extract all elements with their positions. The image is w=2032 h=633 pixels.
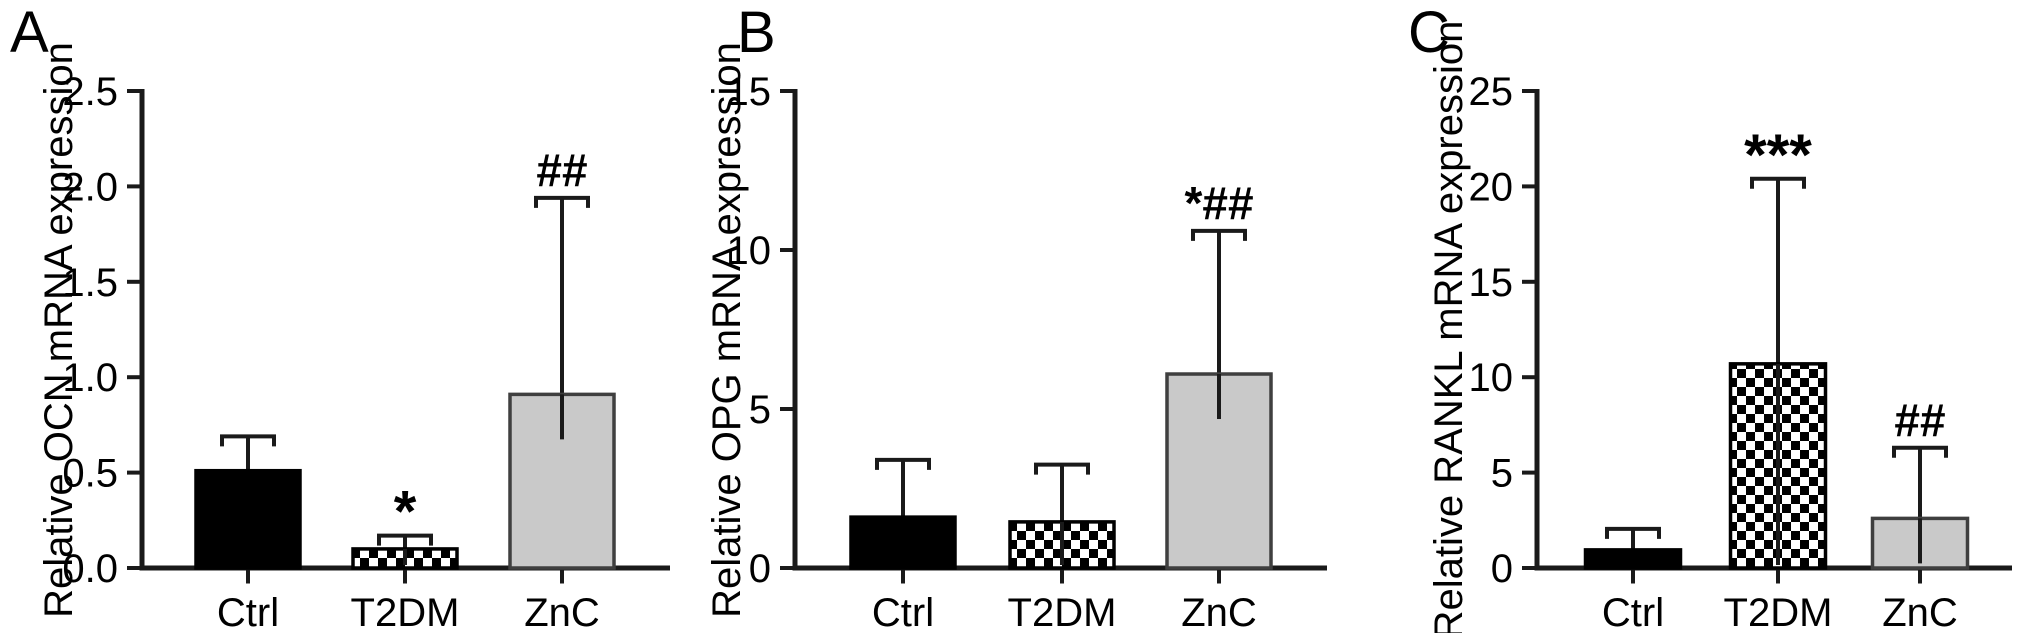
- y-tick-label-a: 0.5: [62, 452, 118, 496]
- category-label-a-t2dm: T2DM: [351, 591, 460, 633]
- y-axis-label-b: Relative OPG mRNA expression: [705, 42, 749, 618]
- error-bar-cap-a-ctrl: [220, 434, 276, 447]
- significance-annotation-c-t2dm: ***: [1744, 123, 1812, 188]
- y-tick-label-a: 1.5: [62, 261, 118, 305]
- y-tick-label-c: 0: [1491, 547, 1513, 591]
- bar-b-ctrl: [849, 515, 957, 570]
- error-bar-cap-b-znc: [1191, 228, 1247, 241]
- error-bar-cap-a-znc: [534, 195, 590, 208]
- panel-letter-b: B: [737, 0, 776, 65]
- y-tick-label-b: 15: [727, 70, 772, 114]
- category-label-c-ctrl: Ctrl: [1602, 591, 1664, 633]
- bar-c-ctrl: [1583, 548, 1683, 570]
- bar-a-ctrl: [194, 468, 302, 570]
- y-tick-label-c: 15: [1469, 261, 1514, 305]
- significance-annotation-a-t2dm: *: [394, 480, 417, 545]
- category-label-b-znc: ZnC: [1181, 591, 1257, 633]
- category-label-c-t2dm: T2DM: [1724, 591, 1833, 633]
- y-tick-label-a: 2.0: [62, 165, 118, 209]
- error-bar-cap-c-t2dm: [1750, 176, 1806, 189]
- category-label-b-ctrl: Ctrl: [872, 591, 934, 633]
- y-tick-label-c: 25: [1469, 70, 1514, 114]
- y-tick-label-c: 10: [1469, 356, 1514, 400]
- y-tick-label-b: 5: [749, 388, 771, 432]
- y-tick-label-c: 20: [1469, 165, 1514, 209]
- category-label-a-znc: ZnC: [524, 591, 600, 633]
- y-axis-label-c: Relative RANKL mRNA expression: [1427, 21, 1471, 633]
- error-bar-cap-a-t2dm: [377, 533, 433, 546]
- category-label-b-t2dm: T2DM: [1008, 591, 1117, 633]
- y-axis-label-a: Relative OCN mRNA expression: [37, 42, 81, 618]
- error-bar-cap-b-t2dm: [1034, 462, 1090, 475]
- error-bar-cap-c-ctrl: [1605, 526, 1661, 539]
- error-bar-cap-c-znc: [1892, 445, 1948, 458]
- y-tick-label-b: 10: [727, 229, 772, 273]
- significance-annotation-c-znc: ##: [1894, 394, 1945, 446]
- y-tick-label-a: 1.0: [62, 356, 118, 400]
- y-tick-label-a: 0.0: [62, 547, 118, 591]
- y-tick-label-a: 2.5: [62, 70, 118, 114]
- category-label-c-znc: ZnC: [1882, 591, 1958, 633]
- y-tick-label-b: 0: [749, 547, 771, 591]
- panel-letter-a: A: [10, 0, 49, 65]
- category-label-a-ctrl: Ctrl: [217, 591, 279, 633]
- y-tick-label-c: 5: [1491, 452, 1513, 496]
- panel-letter-c: C: [1408, 0, 1450, 65]
- significance-annotation-a-znc: ##: [536, 144, 587, 196]
- significance-annotation-b-znc: *##: [1184, 177, 1253, 229]
- error-bar-cap-b-ctrl: [875, 457, 931, 470]
